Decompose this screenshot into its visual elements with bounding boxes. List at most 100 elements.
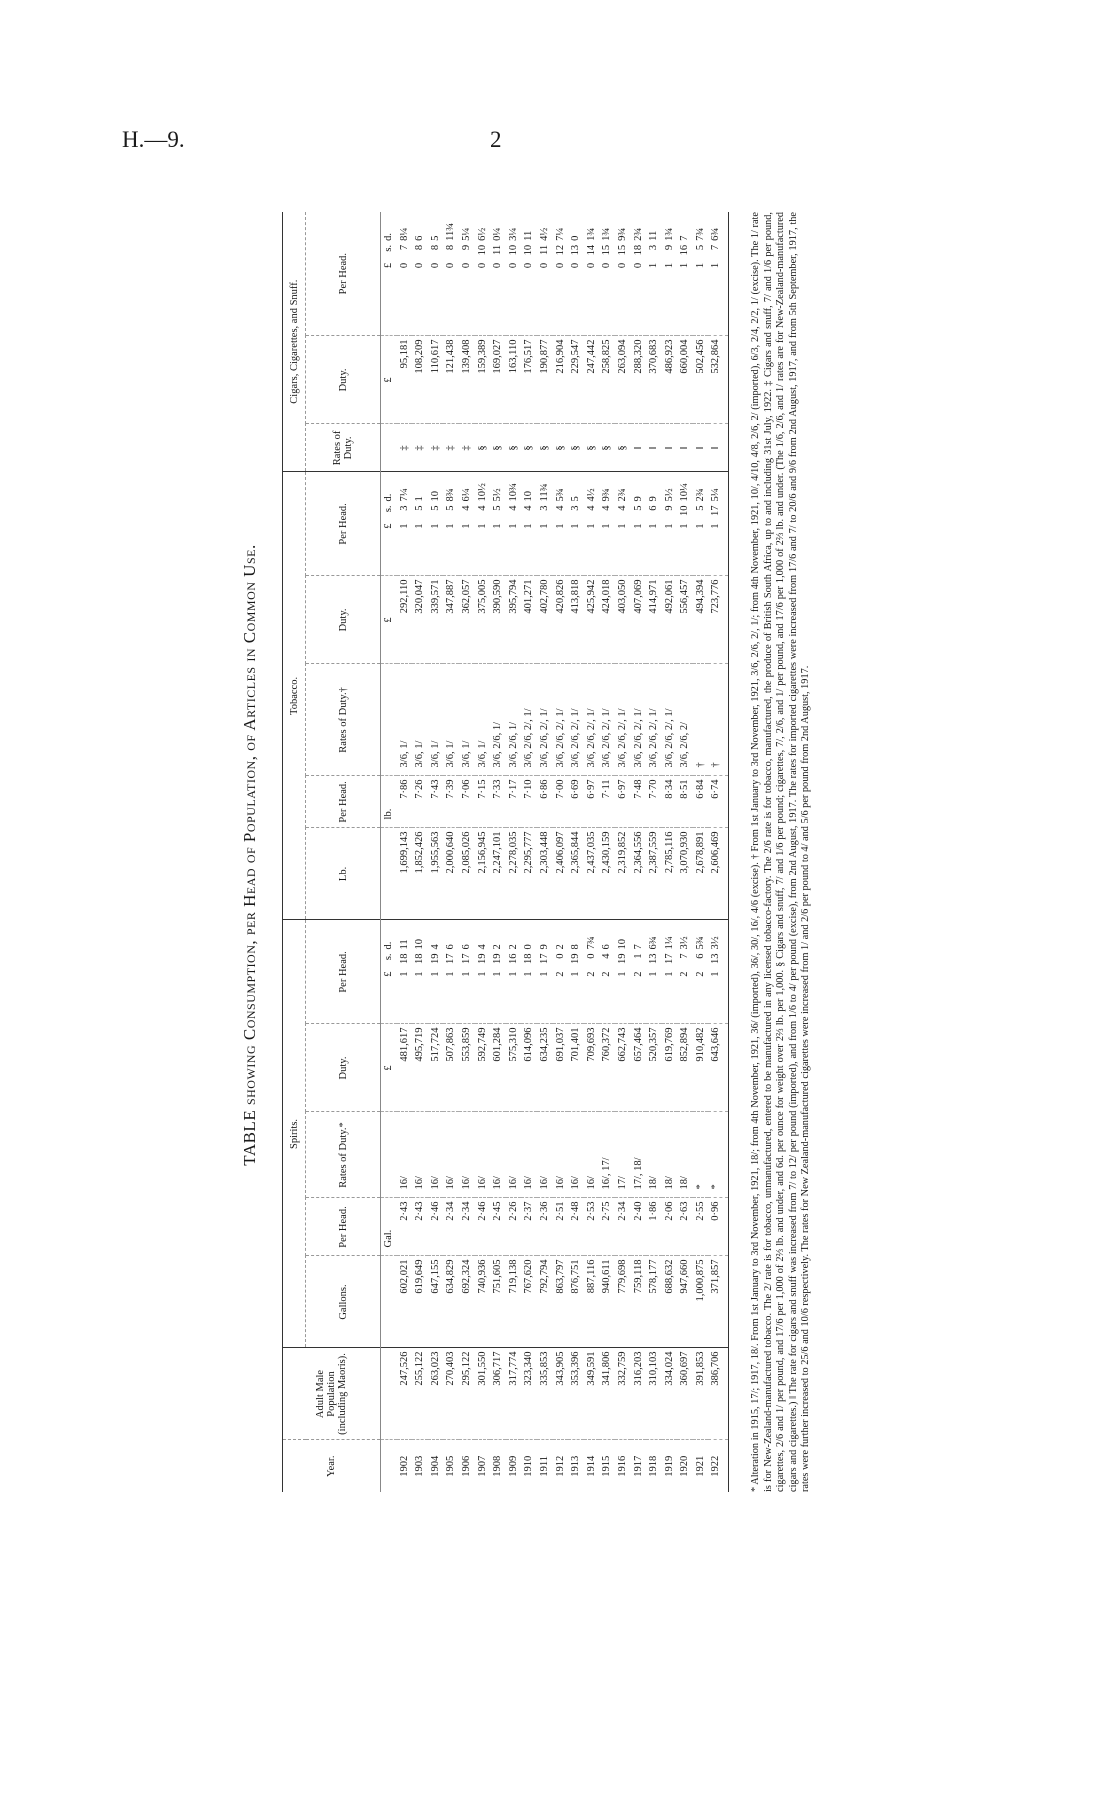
year-cell: 1912 [554, 1455, 566, 1477]
tobacco-rate-cell: 3/6, 2/6, 2/, 1/ [583, 663, 600, 776]
spirits-duty-cell: 657,464 [630, 1024, 647, 1112]
tobacco-per-head-cell: 135 [568, 471, 584, 576]
tobacco-per-head-cell: 1410¾ [505, 471, 522, 576]
spirits-gallons-per-head-cell: 2·45 [490, 1198, 506, 1256]
cigars-per-head-cell: 0103¼ [505, 211, 522, 336]
cigars-rate-cell: § [505, 423, 522, 472]
unit-lsd: £s.d. [383, 493, 394, 529]
cigars-rate-cell: ‖ [677, 423, 693, 472]
population-cell: 332,759 [614, 1348, 631, 1440]
spirits-gallons-cell: 740,936 [474, 1256, 491, 1348]
spirits-rate-cell: 16/ [490, 1112, 506, 1198]
spirits-per-head-cell: 1198 [568, 919, 584, 1024]
table-row: 1905 270,403 634,829 2·34 16/507,863 1176 2,00… [443, 211, 459, 1492]
table-row: 1908 306,717 751,605 2·45 16/601,284 1192 2,24… [490, 211, 506, 1492]
unit-gal: Gal. [380, 1198, 397, 1256]
cigars-rate-cell: ‖ [692, 423, 709, 472]
cigars-rate-cell: § [614, 423, 631, 472]
tobacco-per-head-cell: 142¾ [614, 471, 631, 576]
table-row: 1902 247,526 602,021 2·43 16/481,617 11811 1,6… [396, 211, 413, 1492]
page-reference: H.—9. [122, 127, 185, 152]
header-cigars-rates: Rates of Duty. [305, 423, 381, 472]
spirits-gallons-cell: 602,021 [396, 1256, 413, 1348]
spirits-gallons-per-head-cell: 2·34 [458, 1198, 475, 1256]
cigars-rate-cell: ‖ [708, 423, 729, 472]
spirits-gallons-per-head-cell: 2·26 [505, 1198, 522, 1256]
tobacco-duty-cell: 395,794 [505, 575, 522, 664]
spirits-duty-cell: 517,724 [427, 1024, 444, 1112]
tobacco-rate-cell: 3/6, 2/6, 1/ [505, 663, 522, 776]
tobacco-lb-cell: 2,437,035 [583, 827, 600, 920]
tobacco-lb-cell: 2,319,852 [614, 827, 631, 920]
tobacco-lb-cell: 2,430,159 [599, 827, 615, 920]
tobacco-lb-per-head-cell: 7·00 [552, 775, 569, 828]
footnotes: * Alteration in 1915, 17/; 1917, 18/. Fr… [750, 212, 812, 1492]
spirits-gallons-cell: 767,620 [521, 1256, 537, 1348]
tobacco-lb-per-head-cell: 8·51 [677, 775, 693, 828]
cigars-rate-cell: ‡ [412, 423, 428, 472]
population-cell: 247,526 [396, 1348, 413, 1440]
spirits-duty-cell: 852,894 [677, 1024, 693, 1112]
tobacco-lb-per-head-cell: 6·84 [692, 775, 709, 828]
spirits-rate-cell: * [708, 1112, 729, 1198]
spirits-gallons-per-head-cell: 2·53 [583, 1198, 600, 1256]
consumption-table: Year. Adult Male Population (including M… [282, 211, 730, 1492]
spirits-duty-cell: 910,482 [692, 1024, 709, 1112]
population-cell: 295,122 [458, 1348, 475, 1440]
population-cell: 301,550 [474, 1348, 491, 1440]
cigars-per-head-cell: 086 [412, 211, 428, 336]
year-cell: 1918 [648, 1455, 660, 1477]
cigars-per-head-cell: 0110¼ [490, 211, 506, 336]
population-cell: 306,717 [490, 1348, 506, 1440]
population-cell: 343,905 [552, 1348, 569, 1440]
cigars-per-head-cell: 191¾ [661, 211, 678, 336]
cigars-rate-cell: § [583, 423, 600, 472]
spirits-rate-cell: 16/ [458, 1112, 475, 1198]
tobacco-duty-cell: 401,271 [521, 575, 537, 664]
cigars-duty-cell: 110,617 [427, 335, 444, 424]
year-cell: 1906 [460, 1455, 472, 1477]
tobacco-lb-cell: 2,156,945 [474, 827, 491, 920]
header-spirits-per-head: Per Head. [305, 919, 381, 1024]
table-row: 1922 386,706 371,857 0·96 * 643,646 1133½ 2,606… [708, 211, 729, 1492]
cigars-rate-cell: ‖ [646, 423, 662, 472]
cigars-duty-cell: 660,004 [677, 335, 693, 424]
unit-pound: £ [380, 335, 397, 424]
spirits-rate-cell: 17/ [614, 1112, 631, 1198]
spirits-rate-cell: 18/ [646, 1112, 662, 1198]
tobacco-rate-cell: † [708, 663, 729, 776]
tobacco-lb-per-head-cell: 7·48 [630, 775, 647, 828]
tobacco-rate-cell: 3/6, 2/6, 2/, 1/ [552, 663, 569, 776]
header-tobacco-duty: Duty. [305, 575, 381, 664]
tobacco-lb-cell: 2,365,844 [568, 827, 584, 920]
tobacco-lb-cell: 2,785,116 [661, 827, 678, 920]
tobacco-duty-cell: 320,047 [412, 575, 428, 664]
cigars-per-head-cell: 1167 [677, 211, 693, 336]
spirits-gallons-per-head-cell: 2·34 [443, 1198, 459, 1256]
year-cell: 1916 [616, 1455, 628, 1477]
cigars-per-head-cell: 1311 [646, 211, 662, 336]
tobacco-rate-cell: 3/6, 1/ [412, 663, 428, 776]
population-cell: 391,853 [692, 1348, 709, 1440]
tobacco-lb-cell: 1,699,143 [396, 827, 413, 920]
spirits-per-head-cell: 1192 [490, 919, 506, 1024]
tobacco-duty-cell: 347,887 [443, 575, 459, 664]
spirits-gallons-cell: 947,660 [677, 1256, 693, 1348]
table-row: 1913 353,396 876,751 2·48 16/701,401 1198 2,36… [568, 211, 584, 1492]
cigars-per-head-cell: 176¾ [708, 211, 729, 336]
header-tobacco-per-head: Per Head. [305, 471, 381, 576]
tobacco-duty-cell: 292,110 [396, 575, 413, 664]
cigars-per-head-cell: 0106½ [474, 211, 491, 336]
cigars-rate-cell: § [552, 423, 569, 472]
tobacco-lb-per-head-cell: 6·97 [583, 775, 600, 828]
spirits-rate-cell: 16/ [552, 1112, 569, 1198]
header-tobacco-per-head-lb: Per Head. [305, 775, 381, 828]
year-cell: 1913 [570, 1455, 582, 1477]
spirits-gallons-per-head-cell: 2·43 [412, 1198, 428, 1256]
table-row: 1910 323,340 767,620 2·37 16/614,096 1180 2,29… [521, 211, 537, 1492]
population-cell: 334,024 [661, 1348, 678, 1440]
unit-lsd: £s.d. [383, 233, 394, 269]
spirits-gallons-cell: 887,116 [583, 1256, 600, 1348]
table-row: 1903 255,122 619,649 2·43 16/495,719 11810 1,8… [412, 211, 428, 1492]
tobacco-lb-cell: 2,000,640 [443, 827, 459, 920]
